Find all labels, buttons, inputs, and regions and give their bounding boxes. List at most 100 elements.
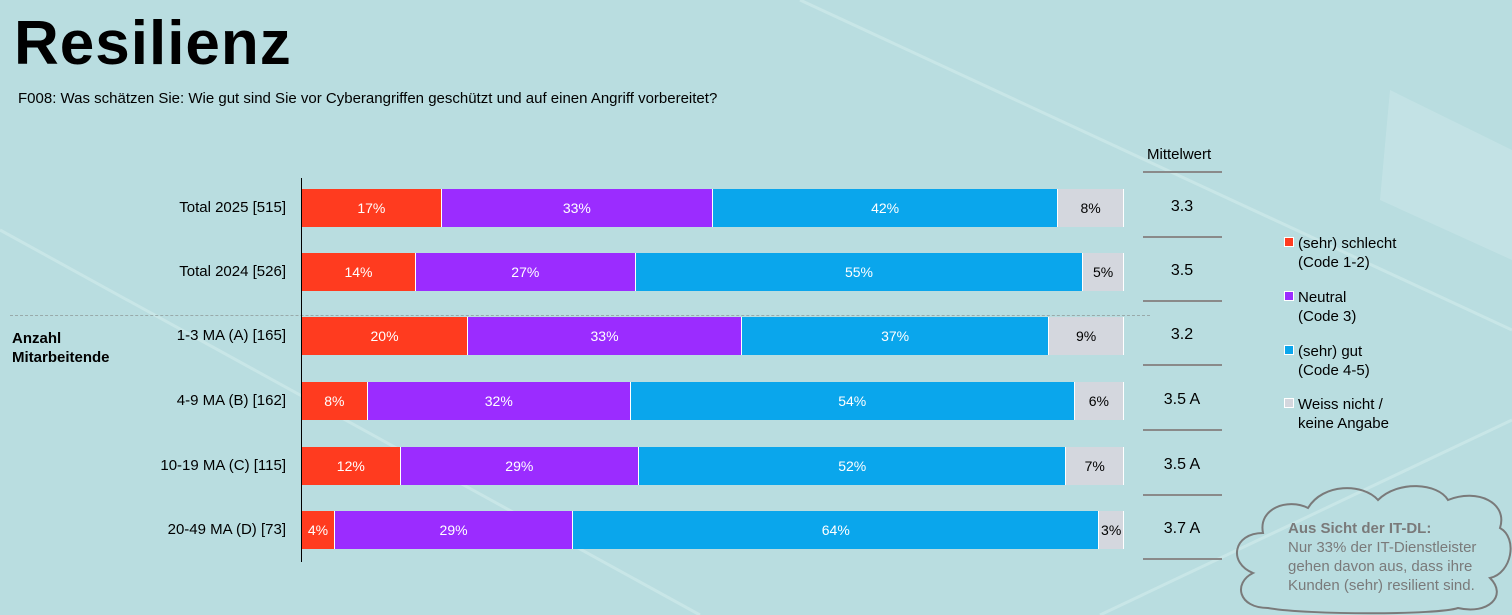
group-divider — [10, 315, 1150, 316]
segment-neutral: 27% — [415, 253, 636, 291]
y-axis-line — [301, 178, 302, 562]
data-label: 9% — [1075, 328, 1097, 344]
segment-schlecht: 17% — [302, 189, 442, 227]
mean-divider — [1143, 558, 1222, 560]
stacked-bar: 20% 33% 37% 9% — [302, 317, 1124, 355]
legend-label: (sehr) schlecht — [1298, 235, 1397, 252]
legend-label: (Code 4-5) — [1298, 362, 1370, 379]
legend-label: Neutral — [1298, 289, 1347, 306]
segment-gut: 52% — [639, 447, 1067, 485]
note-line: Kunden (sehr) resilient sind. — [1288, 577, 1475, 594]
mean-value: 3.3 — [1170, 198, 1194, 215]
segment-neutral: 33% — [468, 317, 743, 355]
data-label: 12% — [336, 458, 365, 474]
segment-schlecht: 14% — [302, 253, 416, 291]
page-title: Resilienz — [14, 9, 292, 78]
data-label: 42% — [871, 200, 900, 216]
legend-item-schlecht: (sehr) schlecht (Code 1-2) — [1284, 234, 1396, 272]
category-label: Total 2025 [515] — [179, 199, 286, 216]
legend-item-gut: (sehr) gut (Code 4-5) — [1284, 342, 1370, 380]
legend-swatch — [1284, 237, 1294, 247]
mean-divider — [1143, 171, 1222, 173]
data-label: 64% — [821, 522, 850, 538]
group-label: Anzahl Mitarbeitende — [12, 329, 110, 367]
mean-value: 3.2 — [1170, 326, 1194, 343]
segment-neutral: 29% — [400, 447, 639, 485]
legend-swatch — [1284, 291, 1294, 301]
group-label-line: Mitarbeitende — [12, 349, 110, 366]
segment-schlecht: 8% — [302, 382, 368, 420]
segment-weiss-nicht: 6% — [1074, 382, 1124, 420]
data-label: 52% — [838, 458, 867, 474]
mean-divider — [1143, 494, 1222, 496]
category-label: 20-49 MA (D) [73] — [167, 521, 286, 538]
group-label-line: Anzahl — [12, 330, 62, 347]
data-label: 17% — [357, 200, 386, 216]
mean-header: Mittelwert — [1147, 146, 1212, 163]
data-label: 7% — [1084, 458, 1105, 474]
category-label: 10-19 MA (C) [115] — [160, 457, 286, 474]
note-line: Nur 33% der IT-Dienstleister — [1288, 539, 1477, 556]
segment-schlecht: 4% — [302, 511, 335, 549]
data-label: 3% — [1101, 522, 1122, 538]
segment-neutral: 29% — [334, 511, 574, 549]
legend-label: (Code 1-2) — [1298, 254, 1370, 271]
mean-value: 3.5 — [1170, 262, 1194, 279]
mean-value: 3.5 A — [1163, 391, 1201, 408]
stacked-bar: 8% 32% 54% 6% — [302, 382, 1124, 420]
segment-weiss-nicht: 3% — [1099, 511, 1124, 549]
legend-swatch — [1284, 345, 1294, 355]
segment-gut: 64% — [573, 511, 1100, 549]
legend-label: Weiss nicht / — [1298, 396, 1383, 413]
data-label: 32% — [484, 393, 513, 409]
note-heading: Aus Sicht der IT-DL: — [1288, 520, 1432, 537]
segment-weiss-nicht: 9% — [1049, 317, 1124, 355]
data-label: 33% — [562, 200, 591, 216]
legend-item-weiss-nicht: Weiss nicht / keine Angabe — [1284, 395, 1389, 433]
data-label: 55% — [844, 264, 873, 280]
category-label: Total 2024 [526] — [179, 263, 286, 280]
data-label: 29% — [505, 458, 534, 474]
data-label: 20% — [370, 328, 399, 344]
mean-divider — [1143, 364, 1222, 366]
segment-schlecht: 12% — [302, 447, 401, 485]
data-label: 37% — [881, 328, 910, 344]
segment-weiss-nicht: 7% — [1066, 447, 1124, 485]
data-label: 54% — [838, 393, 867, 409]
segment-neutral: 33% — [441, 189, 713, 227]
segment-gut: 54% — [630, 382, 1075, 420]
data-label: 8% — [1080, 200, 1101, 216]
stacked-bar: 17% 33% 42% 8% — [302, 189, 1124, 227]
legend-label: (Code 3) — [1298, 308, 1357, 325]
note-text: Aus Sicht der IT-DL: Nur 33% der IT-Diens… — [1288, 519, 1476, 595]
data-label: 27% — [511, 264, 540, 280]
category-label: 1-3 MA (A) [165] — [176, 327, 286, 344]
data-label: 5% — [1093, 264, 1114, 280]
data-label: 29% — [439, 522, 468, 538]
data-label: 8% — [324, 393, 345, 409]
data-label: 14% — [344, 264, 373, 280]
segment-gut: 37% — [742, 317, 1050, 355]
question-text: F008: Was schätzen Sie: Wie gut sind Sie… — [18, 90, 718, 107]
category-label: 4-9 MA (B) [162] — [176, 392, 286, 409]
mean-value: 3.5 A — [1163, 456, 1201, 473]
segment-weiss-nicht: 5% — [1083, 253, 1124, 291]
legend-item-neutral: Neutral (Code 3) — [1284, 288, 1356, 326]
segment-gut: 42% — [712, 189, 1059, 227]
stacked-bar: 4% 29% 64% 3% — [302, 511, 1124, 549]
data-label: 6% — [1088, 393, 1109, 409]
data-label: 4% — [307, 522, 329, 538]
segment-weiss-nicht: 8% — [1058, 189, 1124, 227]
note-line: gehen davon aus, dass ihre — [1288, 558, 1473, 575]
segment-neutral: 32% — [367, 382, 631, 420]
stacked-bar: 12% 29% 52% 7% — [302, 447, 1124, 485]
legend-label: (sehr) gut — [1298, 343, 1363, 360]
mean-divider — [1143, 429, 1222, 431]
mean-value: 3.7 A — [1163, 520, 1201, 537]
segment-schlecht: 20% — [302, 317, 469, 355]
legend-swatch — [1284, 398, 1294, 408]
stacked-bar: 14% 27% 55% 5% — [302, 253, 1124, 291]
mean-divider — [1143, 300, 1222, 302]
thought-cloud-icon — [1236, 485, 1512, 615]
